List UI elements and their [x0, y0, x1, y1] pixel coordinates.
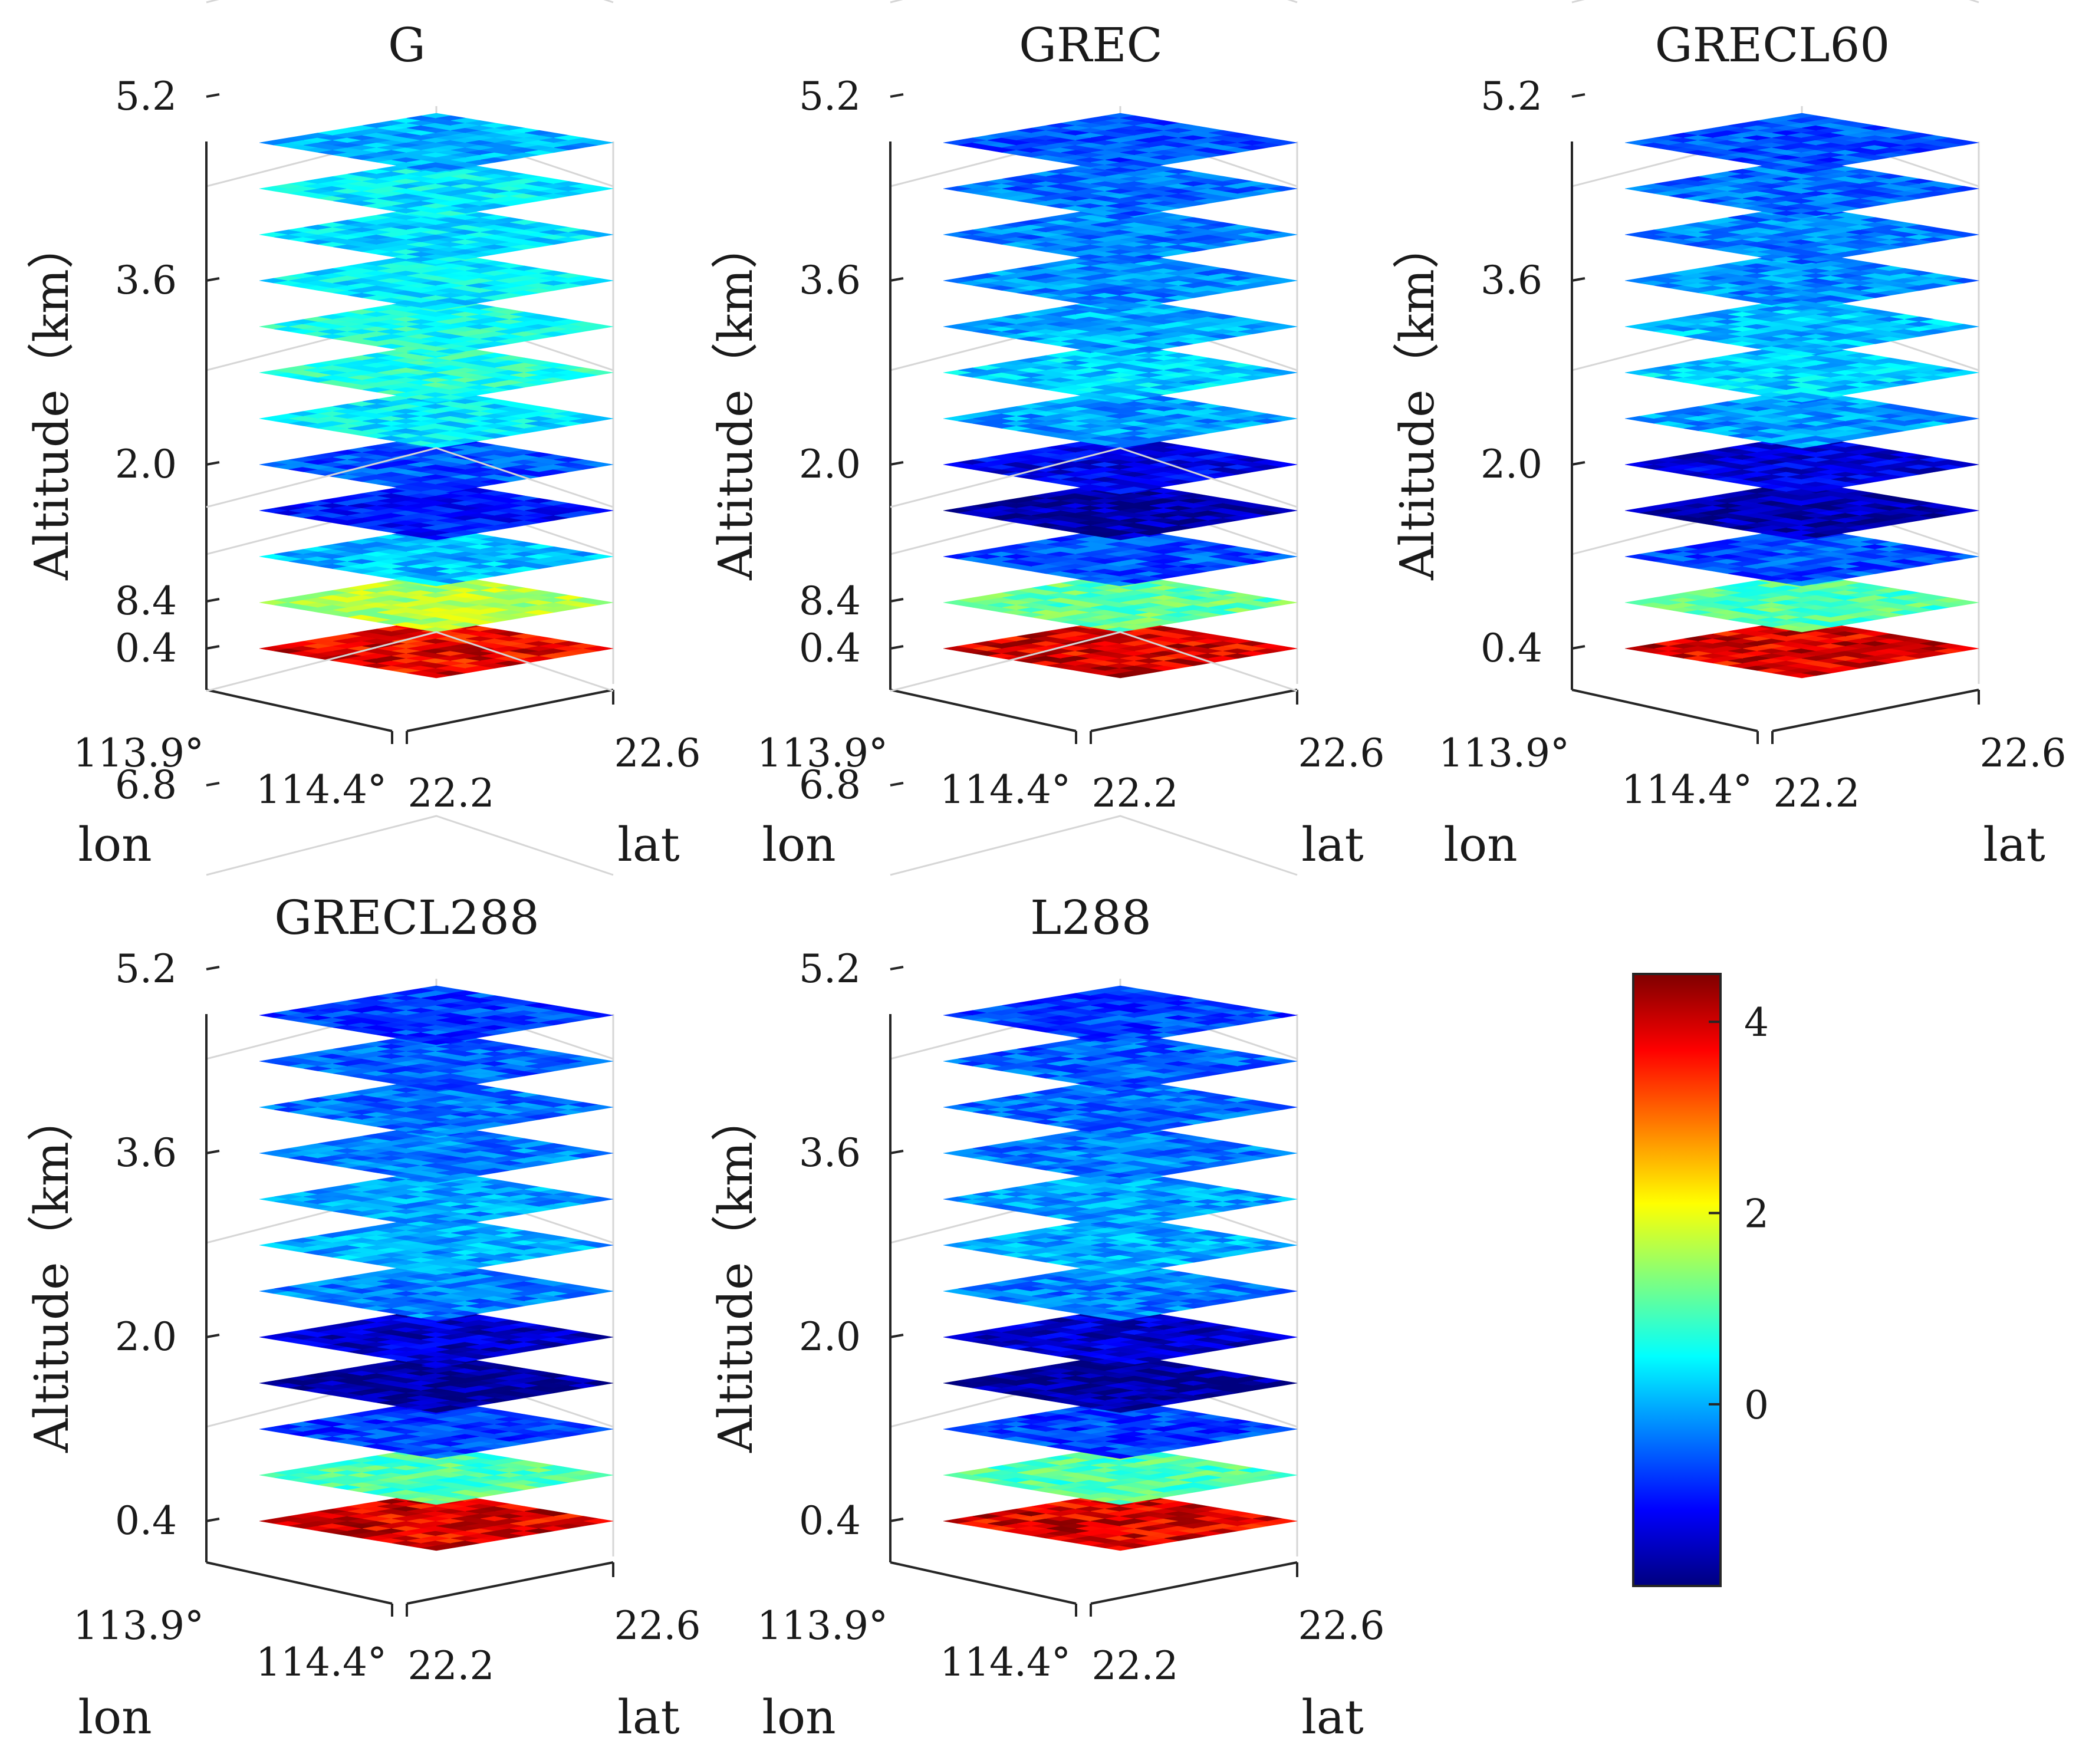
heatmap-cell	[583, 508, 614, 514]
z-tick-label: 5.2	[799, 74, 861, 119]
z-tick-mark	[890, 645, 904, 650]
layer	[259, 113, 614, 173]
z-tick-mark	[206, 645, 220, 650]
grid-line	[206, 0, 614, 4]
z-tick-mark	[890, 461, 904, 466]
layer	[943, 113, 1298, 173]
panel-title: GRECL60	[1655, 18, 1890, 73]
lat-tick-label: 22.6	[614, 730, 701, 776]
lon-axis-line	[890, 689, 1077, 732]
layers	[1624, 113, 1979, 679]
lat-axis-label: lat	[1301, 817, 1363, 872]
panel-grec: GREC0.42.03.65.26.88.4Altitude（km）113.9°…	[708, 0, 1384, 872]
layers	[259, 113, 614, 679]
grid-line	[1571, 0, 1979, 4]
z-tick-mark	[890, 277, 904, 282]
layer	[259, 572, 614, 633]
lat-tick-label: 22.6	[1298, 730, 1385, 776]
z-tick-label: 0.4	[115, 626, 177, 671]
layer	[259, 481, 614, 541]
lat-axis-line	[406, 689, 614, 732]
z-tick-mark	[890, 93, 904, 98]
z-tick-mark	[206, 461, 220, 466]
layer	[259, 526, 614, 587]
z-tick-mark	[206, 277, 220, 282]
z-tick-mark	[206, 93, 220, 98]
panel-grecl60: GRECL600.42.03.65.26.88.4Altitude（km）113…	[1390, 0, 2066, 872]
grid-line	[890, 0, 1298, 4]
heatmap-cell	[583, 646, 614, 651]
lon-axis-label: lon	[78, 817, 152, 872]
lon-tick-label: 114.4°	[256, 767, 387, 812]
lon-axis-label: lon	[762, 817, 835, 872]
z-tick-label: 3.6	[115, 258, 177, 303]
layers	[943, 113, 1298, 679]
lat-axis-label: lat	[617, 817, 679, 872]
heatmap-cell	[583, 600, 614, 605]
lon-axis-line	[206, 689, 393, 732]
z-tick-label: 3.6	[799, 258, 861, 303]
lat-tick-label: 22.2	[408, 771, 495, 816]
lat-axis-line	[1090, 689, 1298, 732]
lon-tick-label: 114.4°	[940, 767, 1071, 812]
z-axis-label: Altitude（km）	[708, 222, 763, 581]
panel-title: GREC	[1019, 18, 1163, 73]
z-axis-label: Altitude（km）	[24, 222, 79, 581]
lat-tick-label: 22.2	[1092, 771, 1179, 816]
z-tick-label: 2.0	[799, 442, 861, 487]
panel-g: G0.42.03.65.26.88.4Altitude（km）113.9°114…	[24, 0, 700, 872]
z-tick-label: 0.4	[799, 626, 861, 671]
z-tick-label: 5.2	[115, 74, 177, 119]
heatmap-cell	[583, 554, 614, 560]
panel-title: G	[388, 18, 426, 73]
z-tick-label: 2.0	[115, 442, 177, 487]
